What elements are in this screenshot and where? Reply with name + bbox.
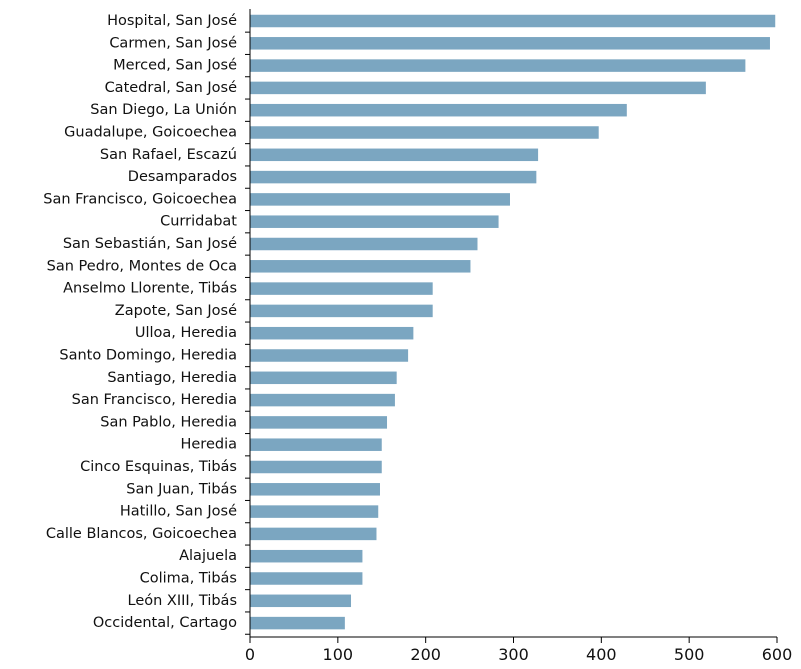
bar (250, 527, 377, 541)
bar (250, 215, 499, 228)
category-label: Alajuela (179, 548, 237, 564)
bar (250, 549, 363, 563)
category-label: San Pablo, Heredia (100, 414, 237, 430)
x-tick-label: 600 (762, 645, 793, 664)
bar (250, 616, 345, 630)
bar (250, 59, 746, 72)
category-label: Anselmo Llorente, Tibás (63, 281, 237, 297)
bar (250, 483, 380, 496)
x-tick-label: 100 (323, 645, 354, 664)
bar (250, 148, 539, 162)
category-label: Heredia (180, 437, 237, 453)
category-label: Hospital, San José (107, 13, 237, 29)
category-label: San Pedro, Montes de Oca (47, 258, 237, 274)
bars-group (250, 14, 776, 630)
bar (250, 282, 433, 295)
category-label: Santo Domingo, Heredia (59, 348, 237, 364)
category-label: Carmen, San José (109, 35, 237, 51)
category-label: Merced, San José (113, 58, 237, 74)
x-axis-ticks: 0 100 200 300 400 500 600 (245, 637, 792, 664)
x-tick-label: 300 (498, 645, 529, 664)
bar (250, 237, 478, 251)
category-label: San Rafael, Escazú (100, 147, 237, 163)
category-label: Guadalupe, Goicoechea (64, 125, 237, 141)
bar (250, 371, 397, 385)
category-label: Calle Blancos, Goicoechea (46, 526, 237, 542)
category-label: Ulloa, Heredia (135, 325, 237, 341)
bar (250, 304, 433, 318)
category-label: Catedral, San José (105, 80, 238, 96)
bar (250, 594, 352, 608)
bar (250, 460, 382, 474)
category-label: León XIII, Tibás (128, 593, 237, 609)
bar (250, 193, 510, 206)
category-label: Cinco Esquinas, Tibás (80, 459, 237, 475)
category-label: San Francisco, Heredia (72, 392, 237, 408)
x-tick-label: 0 (245, 645, 255, 664)
category-label: San Sebastián, San José (63, 236, 237, 252)
category-label: Zapote, San José (115, 303, 237, 319)
bar (250, 416, 388, 429)
category-labels: Hospital, San José Carmen, San José Merced… (43, 13, 250, 635)
bar (250, 81, 706, 95)
bar (250, 572, 363, 585)
bar (250, 170, 537, 184)
bar (250, 505, 379, 518)
category-label: Occidental, Cartago (93, 615, 237, 631)
bar (250, 103, 627, 117)
category-label: San Diego, La Unión (90, 102, 237, 118)
bar (250, 126, 599, 139)
category-label: Colima, Tibás (140, 571, 237, 587)
bar (250, 326, 414, 340)
bar (250, 14, 776, 28)
bar (250, 349, 409, 362)
category-label: San Juan, Tibás (126, 481, 237, 497)
x-tick-label: 400 (586, 645, 617, 664)
category-label: San Francisco, Goicoechea (43, 191, 237, 207)
category-label: Hatillo, San José (120, 504, 237, 520)
bar (250, 37, 770, 50)
x-tick-label: 500 (674, 645, 705, 664)
bar (250, 393, 395, 407)
bar (250, 438, 382, 451)
category-label: Santiago, Heredia (107, 370, 237, 386)
x-tick-label: 200 (410, 645, 441, 664)
category-label: Desamparados (128, 169, 237, 185)
category-label: Curridabat (160, 214, 237, 230)
bar (250, 260, 471, 273)
